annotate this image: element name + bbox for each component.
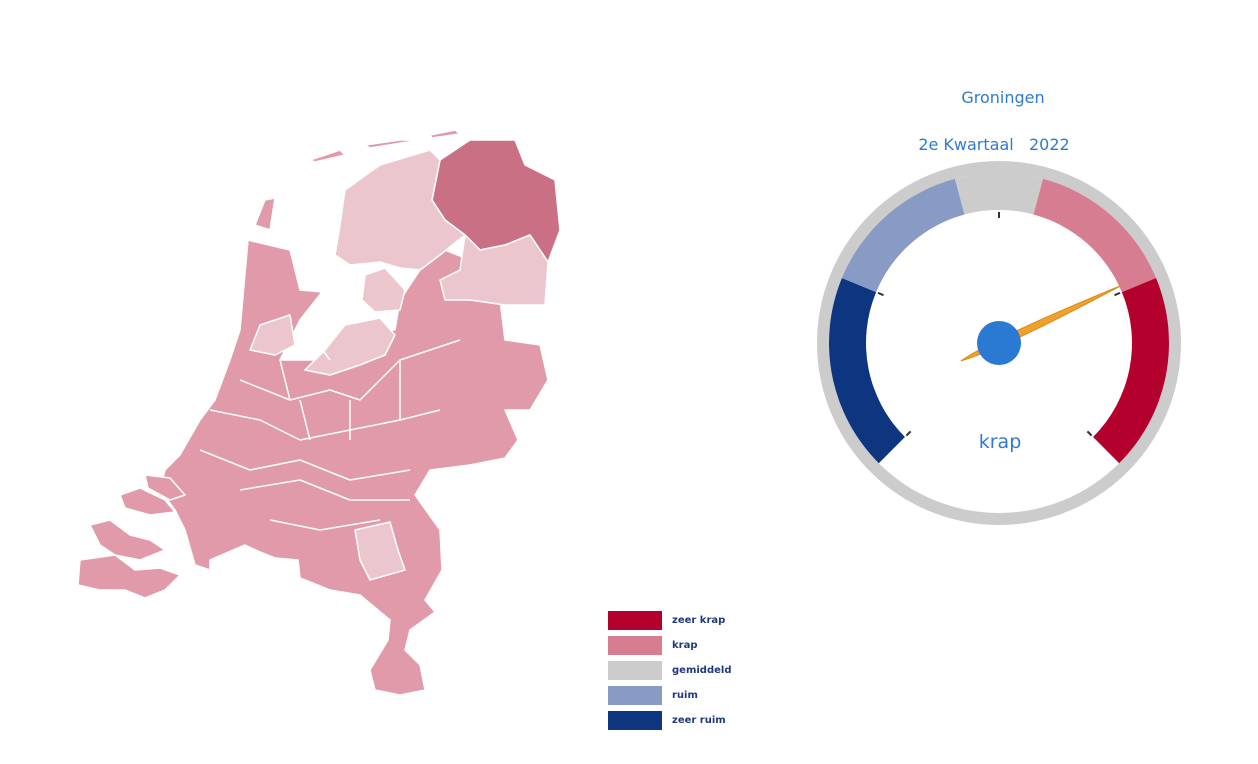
- legend-label: zeer ruim: [672, 715, 726, 726]
- legend-item-gemiddeld: gemiddeld: [608, 658, 731, 683]
- map-region-overig[interactable]: [159, 239, 549, 696]
- map-region-friesland[interactable]: [334, 149, 466, 271]
- legend-label: krap: [672, 640, 698, 651]
- gauge-tick: [1086, 430, 1093, 437]
- legend-swatch: [608, 686, 662, 705]
- legend-swatch: [608, 661, 662, 680]
- map-region-wadden[interactable]: [254, 129, 461, 231]
- legend-item-zeer-ruim: zeer ruim: [608, 708, 731, 733]
- map-region-noord-holland-light[interactable]: [249, 314, 296, 356]
- map-region-limburg-light[interactable]: [354, 521, 406, 581]
- gauge-band-zeer-ruim: [829, 277, 905, 464]
- gauge-chart: Groningen 2e Kwartaal 2022 krap: [817, 88, 1181, 525]
- gauge-band-zeer-krap: [1093, 277, 1170, 464]
- legend-label: gemiddeld: [672, 665, 732, 676]
- legend-swatch: [608, 636, 662, 655]
- gauge-title: Groningen: [961, 88, 1044, 107]
- legend-label: zeer krap: [672, 615, 726, 626]
- legend-swatch: [608, 611, 662, 630]
- legend-item-ruim: ruim: [608, 683, 731, 708]
- netherlands-map: [77, 129, 561, 696]
- map-region-drenthe[interactable]: [439, 234, 549, 306]
- gauge-tick: [905, 430, 912, 437]
- legend-label: ruim: [672, 690, 698, 701]
- gauge-tick: [1114, 291, 1121, 297]
- gauge-value-label: krap: [979, 431, 1022, 453]
- map-region-zeeland[interactable]: [77, 474, 186, 599]
- gauge-hub: [977, 321, 1021, 365]
- legend-item-zeer-krap: zeer krap: [608, 608, 731, 633]
- gauge-band-gemiddeld: [954, 173, 1044, 215]
- gauge-subtitle: 2e Kwartaal 2022: [918, 135, 1069, 154]
- gauge-band-krap: [1033, 178, 1157, 293]
- legend-item-krap: krap: [608, 633, 731, 658]
- legend-swatch: [608, 711, 662, 730]
- gauge-band-ruim: [841, 178, 965, 293]
- map-region-flevoland[interactable]: [304, 267, 406, 376]
- legend: zeer krap krap gemiddeld ruim zeer ruim: [608, 608, 731, 733]
- gauge-tick: [877, 291, 884, 297]
